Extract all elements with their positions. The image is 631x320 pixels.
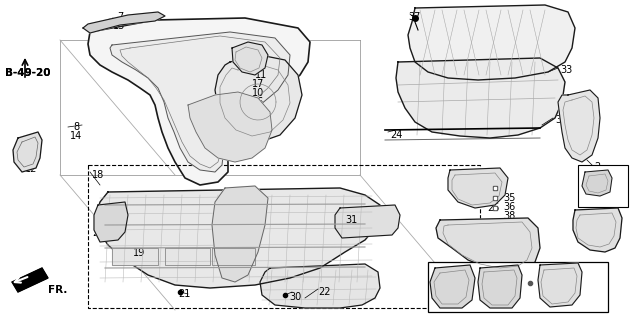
Polygon shape	[573, 208, 622, 252]
Text: 26: 26	[435, 268, 447, 278]
Text: FR.: FR.	[48, 285, 68, 295]
Text: 18: 18	[92, 170, 104, 180]
Text: 31: 31	[345, 215, 357, 225]
Text: 1: 1	[498, 283, 504, 293]
Text: 4: 4	[589, 276, 595, 286]
Text: 20: 20	[92, 228, 104, 238]
Text: B-49-20: B-49-20	[5, 68, 50, 78]
Polygon shape	[83, 12, 165, 33]
Polygon shape	[94, 202, 128, 242]
Text: 22: 22	[318, 287, 331, 297]
Text: 15: 15	[219, 125, 232, 135]
Bar	[578, 165, 628, 207]
Polygon shape	[436, 218, 540, 272]
Text: 24: 24	[390, 130, 403, 140]
Text: 38: 38	[503, 211, 516, 221]
Polygon shape	[538, 263, 582, 307]
Text: 30: 30	[528, 279, 540, 289]
Text: 9: 9	[222, 116, 228, 126]
Text: 28: 28	[599, 222, 611, 232]
Polygon shape	[582, 170, 612, 196]
Polygon shape	[13, 132, 42, 172]
Text: 32: 32	[462, 235, 475, 245]
Text: 19: 19	[133, 248, 145, 258]
Polygon shape	[212, 248, 255, 265]
Text: 17: 17	[252, 79, 264, 89]
Polygon shape	[558, 90, 600, 162]
Text: 36: 36	[503, 202, 516, 212]
Text: 3: 3	[589, 267, 595, 277]
Text: 12: 12	[25, 164, 37, 174]
Polygon shape	[88, 18, 310, 185]
Polygon shape	[396, 58, 565, 138]
Text: 6: 6	[28, 155, 34, 165]
Polygon shape	[448, 168, 508, 208]
Polygon shape	[12, 268, 48, 292]
Polygon shape	[335, 205, 400, 238]
Text: 21: 21	[178, 289, 191, 299]
Text: 33: 33	[560, 65, 572, 75]
Text: 10: 10	[252, 88, 264, 98]
Polygon shape	[478, 265, 522, 308]
Text: 14: 14	[70, 131, 82, 141]
Polygon shape	[215, 55, 302, 142]
Text: 7: 7	[117, 12, 123, 22]
Text: 25: 25	[487, 203, 500, 213]
Text: 29: 29	[435, 277, 447, 287]
Text: 30: 30	[289, 292, 301, 302]
Text: 8: 8	[73, 122, 79, 132]
Polygon shape	[260, 264, 380, 308]
Text: 35: 35	[503, 193, 516, 203]
Polygon shape	[165, 248, 210, 265]
Text: 16: 16	[252, 97, 264, 107]
Text: 30: 30	[100, 218, 112, 228]
Polygon shape	[232, 42, 268, 75]
Polygon shape	[110, 32, 290, 172]
Text: 37: 37	[408, 12, 420, 22]
Text: B-49-20: B-49-20	[5, 68, 50, 78]
Polygon shape	[408, 5, 575, 80]
Text: 5: 5	[498, 292, 504, 302]
Polygon shape	[430, 265, 475, 308]
Text: 2: 2	[594, 162, 600, 172]
Text: 13: 13	[113, 21, 125, 31]
Polygon shape	[212, 186, 268, 282]
Polygon shape	[96, 188, 380, 288]
Bar	[428, 262, 608, 312]
Polygon shape	[112, 248, 158, 265]
Text: 27: 27	[598, 188, 611, 198]
Text: 23: 23	[476, 192, 488, 202]
Polygon shape	[188, 92, 272, 162]
Text: 11: 11	[255, 70, 268, 80]
Text: 34: 34	[555, 115, 567, 125]
